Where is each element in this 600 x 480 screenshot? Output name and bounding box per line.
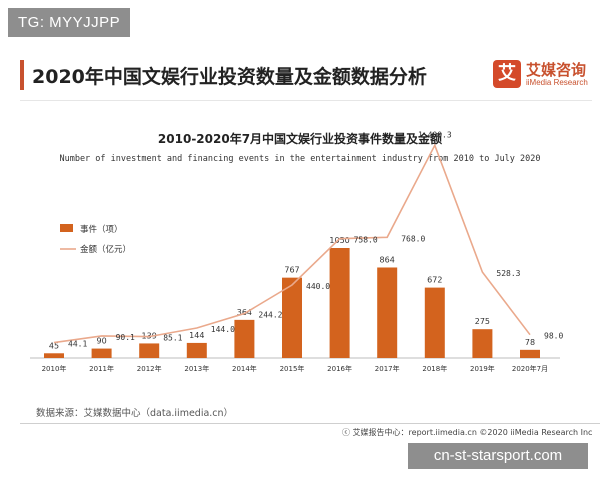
x-tick-label-1: 2011年 xyxy=(89,364,114,373)
line-label-4: 244.2 xyxy=(258,310,282,319)
watermark-bottom: cn-st-starsport.com xyxy=(408,443,588,469)
bar-label-9: 275 xyxy=(475,317,490,326)
legend-label-bar: 事件（项） xyxy=(80,224,123,235)
line-label-5: 440.0 xyxy=(306,282,330,291)
series-line-amount xyxy=(53,143,531,344)
bar-5 xyxy=(282,277,302,358)
chart-canvas: 452010年902011年1392012年1442013年3642014年76… xyxy=(30,130,563,373)
line-label-8: 1,400.3 xyxy=(418,130,452,139)
logo-en-text: iiMedia Research xyxy=(526,78,588,87)
bar-7 xyxy=(377,267,398,358)
x-tick-label-2: 2012年 xyxy=(137,364,162,373)
bar-4 xyxy=(234,319,255,358)
line-label-0: 44.1 xyxy=(68,340,87,349)
x-tick-label-3: 2013年 xyxy=(184,364,209,373)
page-title: 2020年中国文娱行业投资数量及金额数据分析 xyxy=(32,66,427,88)
x-tick-label-7: 2017年 xyxy=(375,364,400,373)
bar-label-7: 864 xyxy=(380,255,395,264)
bar-8 xyxy=(424,287,445,358)
bar-label-4: 364 xyxy=(237,308,252,317)
x-tick-label-5: 2015年 xyxy=(280,364,305,373)
footer-credit: ⓒ 艾媒报告中心：report.iimedia.cn ©2020 iiMedia… xyxy=(342,428,593,437)
legend-label-line: 金额（亿元） xyxy=(80,244,131,255)
bar-label-5: 767 xyxy=(284,266,299,275)
line-label-6: 758.0 xyxy=(354,236,378,245)
bar-1 xyxy=(91,348,112,358)
chart-title: 2010-2020年7月中国文娱行业投资事件数量及金额 xyxy=(157,132,443,146)
bar-label-6: 1050 xyxy=(329,236,349,245)
line-label-3: 144.0 xyxy=(211,325,235,334)
bar-10 xyxy=(520,349,540,358)
bar-label-10: 78 xyxy=(525,338,535,347)
line-label-9: 528.3 xyxy=(496,269,520,278)
legend-swatch-bar xyxy=(60,224,73,232)
header-divider xyxy=(20,100,592,101)
bar-label-0: 45 xyxy=(49,341,59,350)
data-source: 数据来源：艾媒数据中心（data.iimedia.cn） xyxy=(36,408,234,419)
x-tick-label-10: 2020年7月 xyxy=(512,364,548,373)
bar-label-1: 90 xyxy=(97,337,107,346)
bar-9 xyxy=(472,329,493,358)
bar-label-8: 672 xyxy=(427,276,442,285)
bar-0 xyxy=(44,353,64,358)
brand-logo: 艾 艾媒咨询 iiMedia Research xyxy=(493,60,593,94)
logo-mark-icon: 艾 xyxy=(493,60,521,88)
x-tick-label-6: 2016年 xyxy=(327,364,352,373)
line-label-2: 85.1 xyxy=(163,334,182,343)
bar-6 xyxy=(329,248,350,358)
logo-cn-text: 艾媒咨询 xyxy=(526,61,587,79)
watermark-top: TG: MYYJJPP xyxy=(8,8,131,37)
line-label-7: 768.0 xyxy=(401,234,425,243)
x-tick-label-9: 2019年 xyxy=(470,364,495,373)
line-label-10: 98.0 xyxy=(544,332,563,341)
x-tick-label-0: 2010年 xyxy=(42,364,67,373)
bar-label-3: 144 xyxy=(189,331,204,340)
title-accent-bar xyxy=(20,60,24,90)
footer-divider xyxy=(20,423,600,424)
bar-2 xyxy=(139,343,160,358)
bar-3 xyxy=(186,342,207,358)
x-tick-label-8: 2018年 xyxy=(422,364,447,373)
line-label-1: 90.1 xyxy=(116,333,135,342)
x-tick-label-4: 2014年 xyxy=(232,364,257,373)
chart-subtitle: Number of investment and financing event… xyxy=(59,154,541,164)
